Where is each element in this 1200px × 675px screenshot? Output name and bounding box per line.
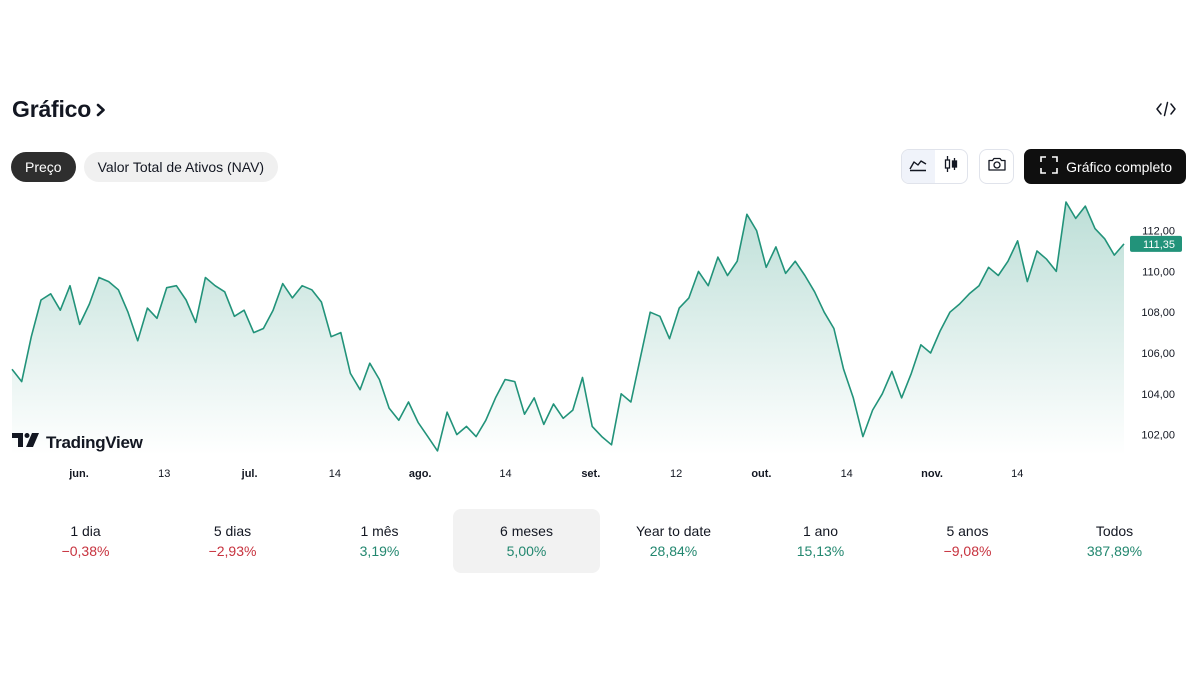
y-tick-label: 112,00 — [1142, 226, 1175, 238]
tradingview-logo: TradingView — [12, 432, 143, 453]
price-area-fill — [12, 202, 1124, 455]
period-5d[interactable]: 5 dias −2,93% — [159, 509, 306, 573]
x-tick-label: 14 — [329, 468, 341, 480]
period-all[interactable]: Todos 387,89% — [1041, 509, 1188, 573]
y-tick-label: 110,00 — [1142, 266, 1175, 278]
period-change: 28,84% — [649, 543, 698, 559]
period-1m[interactable]: 1 mês 3,19% — [306, 509, 453, 573]
period-label: 1 ano — [802, 523, 839, 539]
tradingview-icon — [12, 432, 40, 453]
period-label: 5 anos — [946, 523, 989, 539]
x-tick-label: 14 — [841, 468, 853, 480]
last-price-label: 111,35 — [1143, 239, 1175, 251]
x-tick-label: nov. — [921, 468, 943, 480]
period-change: 15,13% — [796, 543, 845, 559]
period-label: Todos — [1095, 523, 1134, 539]
period-1d[interactable]: 1 dia −0,38% — [12, 509, 159, 573]
last-price-badge: 111,35 — [1130, 235, 1182, 252]
y-tick-label: 102,00 — [1141, 430, 1175, 442]
y-tick-label: 108,00 — [1141, 307, 1175, 319]
tab-price[interactable]: Preço — [11, 152, 76, 182]
chart-tabs: Preço Valor Total de Ativos (NAV) — [11, 152, 279, 182]
x-tick-label: jul. — [241, 468, 258, 480]
period-label: 1 dia — [70, 523, 101, 539]
x-tick-label: 12 — [670, 468, 682, 480]
fullscreen-icon — [1040, 156, 1058, 177]
code-icon — [1156, 101, 1176, 122]
price-chart[interactable]: 102,00 104,00 106,00 108,00 110,00 112,00 jun… — [0, 190, 1200, 490]
full-chart-button[interactable]: Gráfico completo — [1024, 149, 1186, 184]
x-tick-label: set. — [581, 468, 600, 480]
chevron-right-icon — [95, 103, 107, 117]
chart-toolbar: Gráfico completo — [901, 149, 1186, 184]
period-ytd[interactable]: Year to date 28,84% — [600, 509, 747, 573]
x-tick-label: 14 — [499, 468, 511, 480]
area-chart-icon — [908, 156, 928, 177]
x-tick-label: 13 — [158, 468, 170, 480]
period-label: 5 dias — [213, 523, 252, 539]
y-axis: 102,00 104,00 106,00 108,00 110,00 112,00 — [1141, 226, 1175, 442]
last-price-badge-bg — [1130, 235, 1182, 252]
x-tick-label: out. — [751, 468, 771, 480]
snapshot-button[interactable] — [979, 149, 1015, 184]
tradingview-logo-text: TradingView — [46, 432, 143, 452]
tab-nav[interactable]: Valor Total de Ativos (NAV) — [83, 152, 279, 182]
embed-code-button[interactable] — [1154, 100, 1178, 122]
period-label: 6 meses — [500, 523, 553, 539]
period-5y[interactable]: 5 anos −9,08% — [894, 509, 1041, 573]
camera-icon — [987, 156, 1007, 177]
period-change: 387,89% — [1086, 543, 1143, 559]
full-chart-label: Gráfico completo — [1066, 158, 1172, 175]
period-change: −0,38% — [61, 543, 110, 559]
x-tick-label: ago. — [409, 468, 432, 480]
period-change: 5,00% — [506, 543, 547, 559]
area-chart-button[interactable] — [902, 150, 935, 183]
period-label: 1 mês — [360, 523, 399, 539]
y-tick-label: 104,00 — [1141, 389, 1175, 401]
period-1y[interactable]: 1 ano 15,13% — [747, 509, 894, 573]
period-label: Year to date — [636, 523, 711, 539]
y-tick-label: 106,00 — [1141, 348, 1175, 360]
price-line — [11, 201, 1125, 452]
period-change: 3,19% — [359, 543, 400, 559]
period-change: −9,08% — [943, 543, 992, 559]
chart-title-link[interactable]: Gráfico — [12, 96, 107, 123]
x-tick-label: jun. — [68, 468, 89, 480]
x-tick-label: 14 — [1011, 468, 1023, 480]
period-6m[interactable]: 6 meses 5,00% — [453, 509, 600, 573]
chart-type-group — [901, 149, 969, 184]
candlestick-icon — [943, 155, 959, 178]
candlestick-chart-button[interactable] — [935, 150, 968, 183]
page-title: Gráfico — [12, 96, 92, 122]
x-axis: jun. 13 jul. 14 ago. 14 set. 12 out. 14 nov. 14 — [68, 468, 1023, 480]
period-change: −2,93% — [208, 543, 257, 559]
period-selector: 1 dia −0,38% 5 dias −2,93% 1 mês 3,19% 6 me… — [12, 509, 1188, 573]
